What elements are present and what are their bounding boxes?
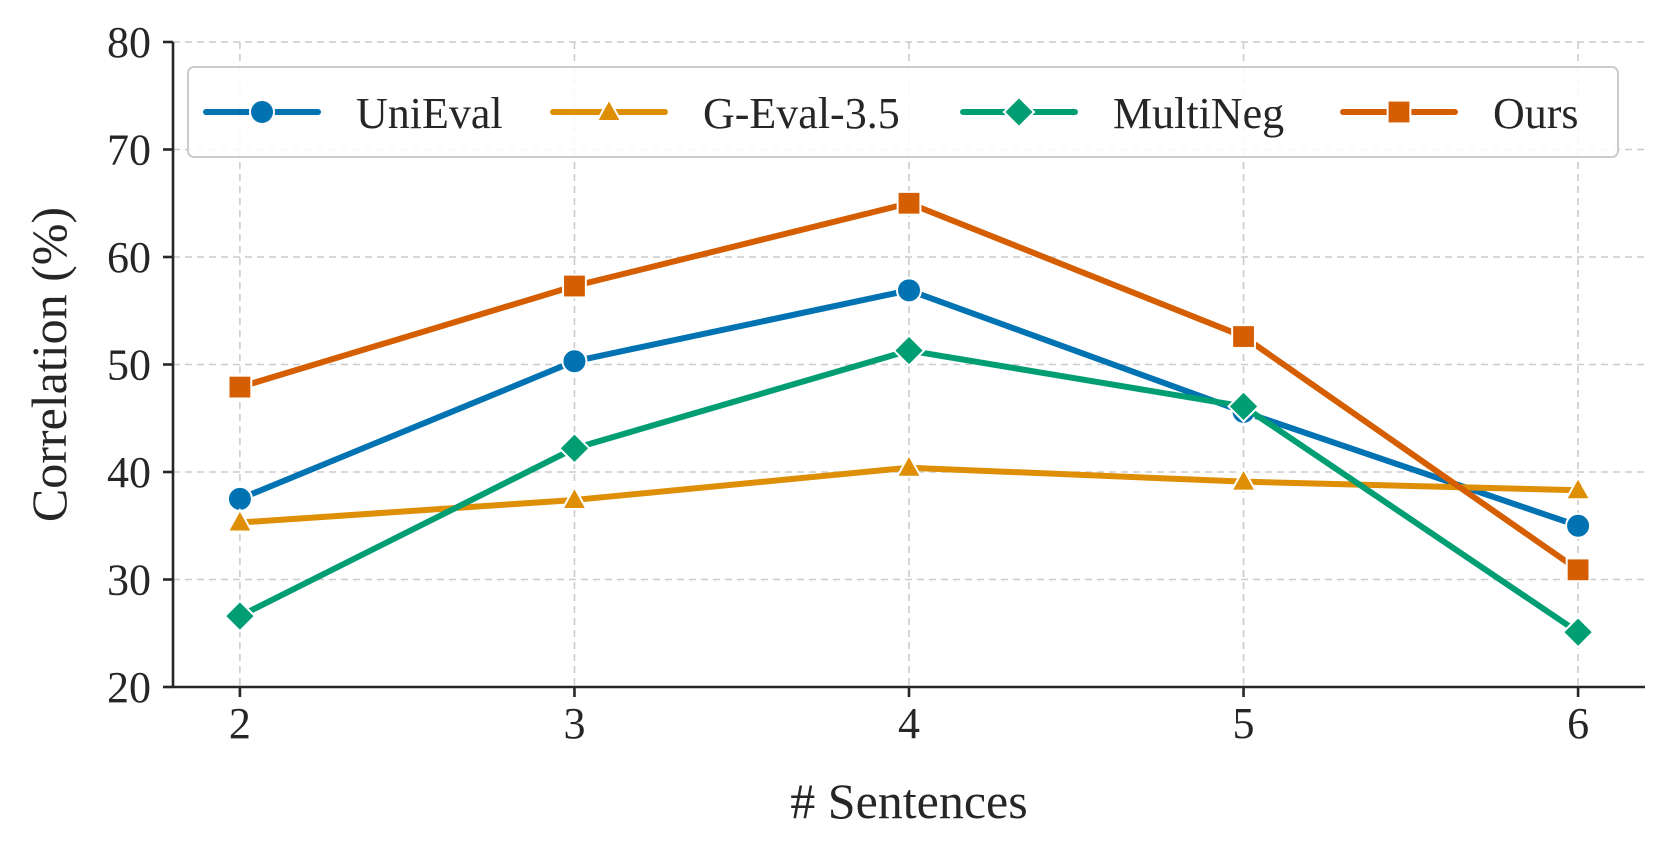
y-tick-label: 40 — [107, 448, 151, 497]
data-point-multineg — [1561, 615, 1595, 649]
data-point-ours — [1565, 557, 1591, 583]
legend-marker-multineg — [1002, 95, 1036, 129]
data-point-unieval — [561, 348, 588, 375]
y-tick-label: 20 — [107, 663, 151, 712]
x-tick-label: 2 — [229, 699, 251, 748]
y-tick-label: 80 — [107, 18, 151, 67]
legend-item-multineg: MultiNeg — [960, 89, 1284, 138]
x-tick-label: 5 — [1233, 699, 1255, 748]
data-point-g-eval-3-5 — [895, 453, 923, 478]
y-tick-label: 50 — [107, 341, 151, 390]
x-axis-label: # Sentences — [790, 773, 1027, 829]
y-tick-label: 30 — [107, 556, 151, 605]
data-point-unieval — [226, 485, 253, 512]
legend: UniEval G-Eval-3.5 MultiNeg Ours — [187, 66, 1619, 158]
data-point-g-eval-3-5 — [226, 507, 254, 533]
data-point-g-eval-3-5 — [1564, 475, 1592, 501]
x-tick-label: 4 — [898, 699, 920, 748]
data-point-multineg — [892, 334, 926, 367]
series-layer — [223, 190, 1595, 649]
data-point-unieval — [1565, 512, 1592, 539]
axis-labels: # Sentences Correlation (%) — [21, 207, 1028, 829]
legend-box — [187, 66, 1619, 158]
data-point-g-eval-3-5 — [1229, 467, 1258, 492]
legend-label-multineg: MultiNeg — [1113, 89, 1284, 138]
y-axis-label: Correlation (%) — [21, 207, 77, 522]
data-point-multineg — [223, 599, 257, 633]
legend-marker-g-eval-3-5 — [595, 97, 623, 122]
y-tick-label: 60 — [107, 233, 151, 282]
legend-label-g-eval-3-5: G-Eval-3.5 — [703, 89, 900, 138]
series-ours — [227, 190, 1591, 583]
legend-item-ours: Ours — [1340, 89, 1579, 138]
data-point-ours — [896, 190, 922, 216]
axes-layer: 2 3 4 5 6 20 30 40 50 60 70 80 — [107, 18, 1645, 748]
x-tick-label: 6 — [1567, 699, 1589, 748]
data-point-multineg — [558, 431, 591, 465]
x-tick-label: 3 — [563, 699, 585, 748]
data-point-ours — [562, 273, 587, 299]
legend-label-ours: Ours — [1493, 89, 1579, 138]
series-multineg — [223, 334, 1595, 649]
legend-label-unieval: UniEval — [356, 89, 503, 138]
data-point-ours — [227, 374, 253, 400]
data-point-unieval — [896, 277, 922, 304]
legend-marker-ours — [1386, 99, 1412, 125]
data-point-ours — [1231, 324, 1256, 349]
data-point-multineg — [1227, 390, 1260, 423]
legend-item-g-eval-3-5: G-Eval-3.5 — [550, 89, 900, 138]
legend-item-unieval: UniEval — [203, 89, 503, 138]
legend-marker-unieval — [249, 99, 275, 125]
data-point-g-eval-3-5 — [560, 485, 589, 510]
y-tick-label: 70 — [107, 126, 151, 175]
